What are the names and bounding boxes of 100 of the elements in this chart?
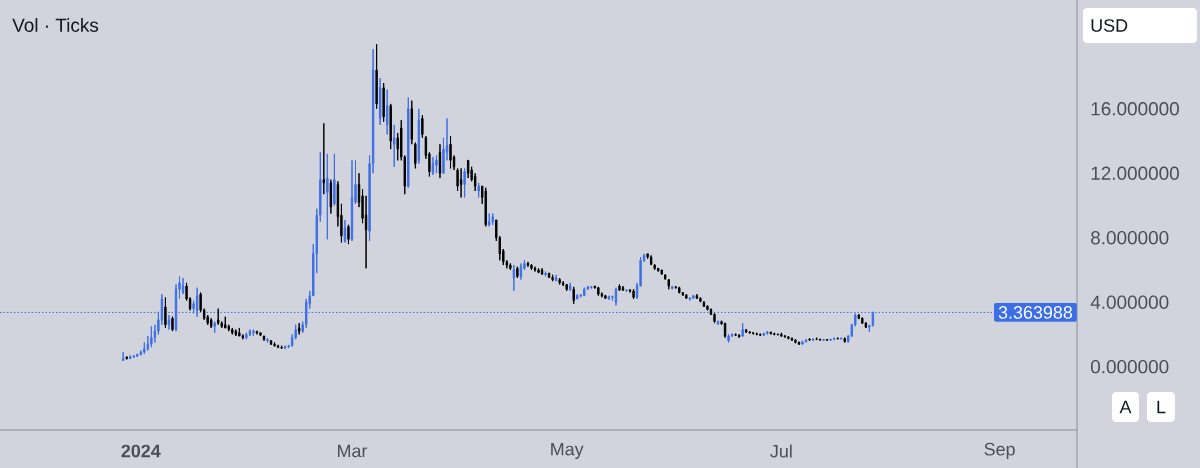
candlestick	[273, 341, 276, 347]
candlestick	[829, 338, 832, 342]
candlestick	[632, 288, 635, 300]
candlestick	[132, 354, 135, 359]
candlestick	[614, 287, 618, 306]
candlestick	[843, 337, 846, 343]
x-tick-label: Sep	[984, 442, 1015, 460]
candlestick	[618, 283, 621, 292]
candlestick	[769, 331, 773, 335]
candlestick	[269, 339, 273, 346]
candlestick	[825, 338, 829, 342]
candlestick	[822, 338, 825, 342]
candlestick	[122, 351, 125, 362]
candlestick	[688, 296, 692, 302]
candlestick	[857, 313, 861, 320]
candlestick	[656, 267, 660, 273]
candlestick	[484, 187, 487, 227]
candlestick	[685, 293, 688, 300]
candlestick	[649, 254, 653, 266]
candlestick	[195, 287, 199, 318]
candlestick	[136, 353, 139, 358]
candlestick	[840, 337, 843, 341]
candlestick	[375, 43, 378, 110]
candlestick	[519, 263, 523, 281]
candlestick	[530, 263, 533, 271]
candlestick	[576, 293, 579, 300]
text: Vol · Ticks	[12, 18, 99, 32]
candlestick	[224, 316, 227, 329]
candlestick	[660, 269, 663, 276]
candlestick	[463, 167, 466, 198]
candlestick	[780, 332, 783, 338]
ref-line-label: 3.363988	[998, 306, 1073, 319]
candlestick	[181, 277, 185, 295]
candlestick	[245, 332, 248, 340]
candlestick	[752, 331, 755, 335]
candlestick	[217, 308, 220, 326]
candlestick	[755, 332, 758, 336]
candlestick	[491, 213, 494, 226]
y-tick-label: 0.000000	[1090, 359, 1169, 374]
candlestick	[759, 333, 762, 337]
candlestick	[266, 337, 269, 343]
candlestick	[558, 277, 561, 285]
candlestick	[350, 159, 354, 242]
candlestick	[554, 274, 558, 282]
candlestick	[692, 294, 695, 300]
candlestick	[572, 286, 575, 305]
candlestick	[449, 135, 452, 169]
candlestick	[516, 266, 519, 279]
x-tick-label: Jul	[770, 444, 792, 458]
candlestick	[421, 114, 424, 139]
candlestick	[466, 159, 470, 179]
candlestick	[734, 333, 737, 337]
candlestick	[164, 296, 167, 329]
candlestick	[537, 267, 540, 274]
candlestick	[621, 285, 625, 292]
candlestick	[861, 316, 864, 325]
candlestick	[125, 356, 128, 360]
candlestick	[864, 321, 868, 329]
candlestick	[625, 288, 628, 293]
candlestick	[393, 124, 396, 168]
candlestick	[727, 333, 730, 343]
candlestick	[322, 122, 326, 195]
candlestick	[333, 153, 336, 206]
candlestick	[713, 312, 716, 324]
candlestick	[459, 167, 463, 198]
candlestick	[741, 322, 744, 338]
candlestick	[252, 329, 255, 337]
candlestick	[808, 337, 811, 342]
candlestick	[329, 179, 333, 215]
candlestick	[435, 155, 438, 174]
text: A	[1119, 400, 1132, 414]
candlestick	[801, 340, 804, 346]
candlestick	[762, 332, 765, 337]
candlestick	[551, 274, 554, 282]
candlestick	[417, 108, 421, 165]
candlestick	[512, 264, 516, 292]
text: USD	[1091, 19, 1128, 32]
candlestick	[326, 153, 329, 240]
candlestick	[815, 337, 818, 341]
candlestick	[832, 337, 836, 341]
candlestick	[737, 333, 741, 339]
candlestick	[213, 321, 216, 334]
x-tick-label: Mar	[338, 444, 368, 458]
candlestick	[597, 286, 600, 297]
candlestick	[389, 103, 392, 150]
candlestick	[385, 88, 389, 136]
candlestick	[150, 325, 153, 348]
x-tick-label: 2024	[121, 444, 161, 458]
candlestick	[280, 345, 283, 350]
candlestick	[818, 338, 822, 342]
candlestick	[836, 337, 839, 340]
x-tick-label: May	[551, 442, 584, 460]
candlestick	[378, 77, 382, 126]
candlestick	[167, 314, 171, 331]
candlestick	[347, 224, 350, 245]
candlestick	[568, 282, 572, 292]
candlestick	[209, 317, 213, 329]
candlestick	[382, 82, 385, 123]
candlestick	[526, 261, 530, 268]
candlestick	[565, 283, 568, 292]
